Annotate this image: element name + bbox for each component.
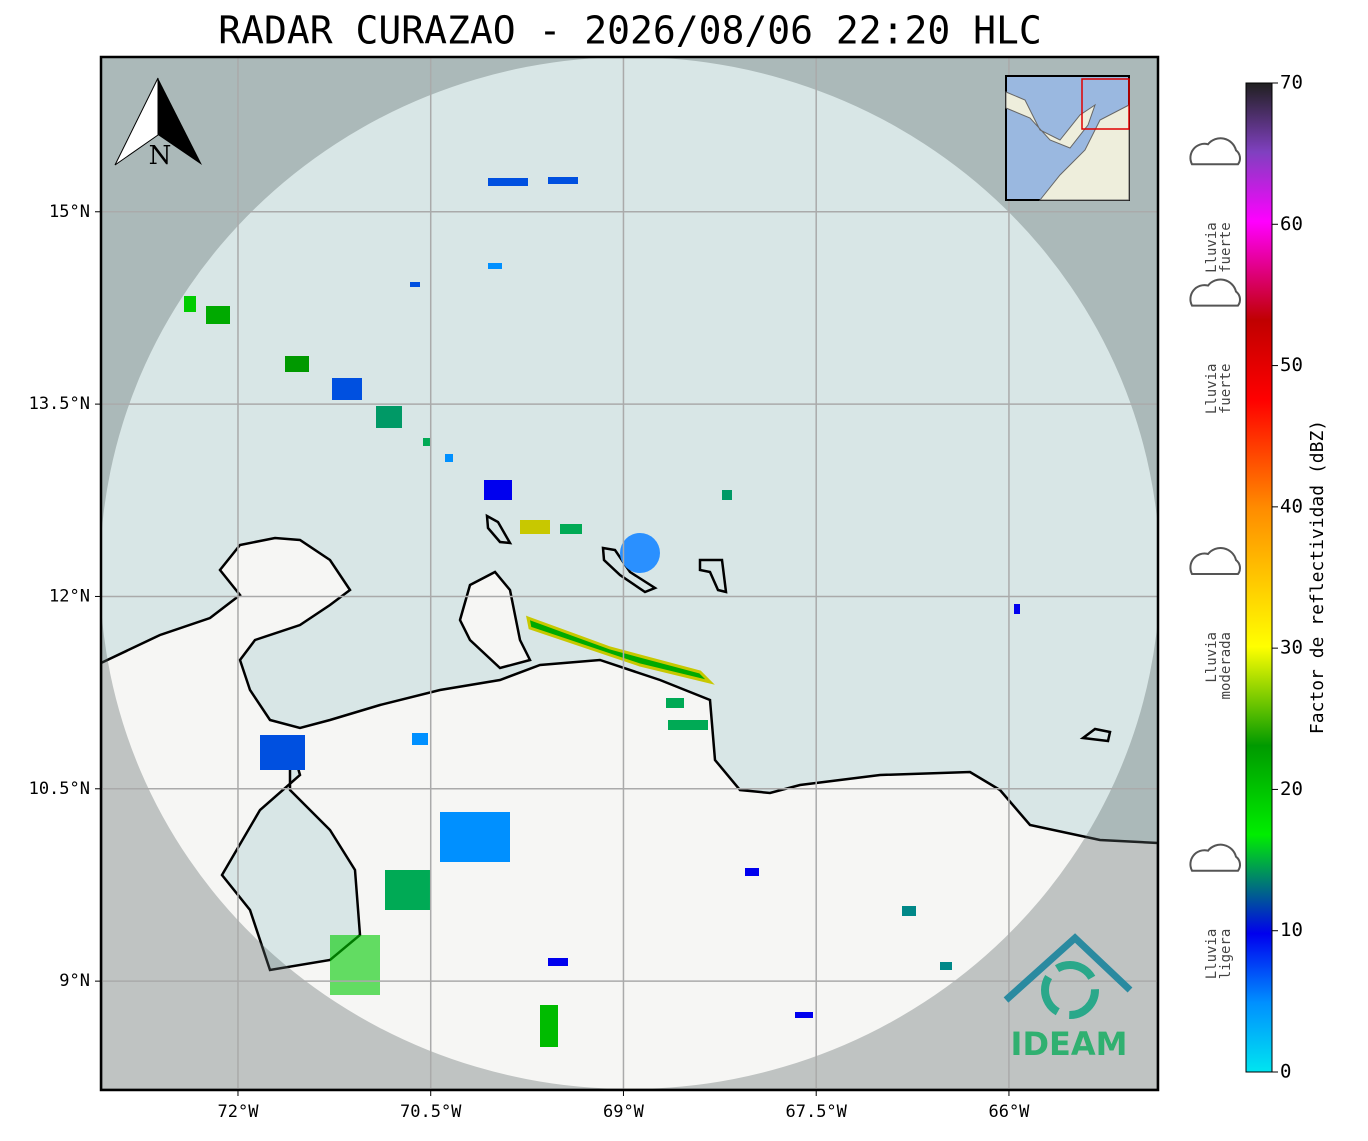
- title: RADAR CURAZAO - 2026/08/06 22:20 HLC: [218, 9, 1042, 53]
- aruba: [485, 513, 513, 545]
- bonaire: [698, 558, 728, 594]
- ideam-logo: IDEAM: [1003, 933, 1133, 1063]
- y-tick-label: 15°N: [49, 202, 90, 222]
- colorbar-tick-label: 60: [1280, 213, 1303, 235]
- lake-maracaibo: [220, 739, 362, 972]
- north-label: N: [149, 141, 172, 171]
- north-arrow: N: [114, 77, 202, 171]
- colorbar-label: Factor de reflectividad (dBZ): [1307, 420, 1328, 734]
- legend-label: ligera: [1218, 929, 1234, 980]
- grid: [101, 57, 1158, 1090]
- colorbar-tick-label: 50: [1280, 354, 1303, 376]
- legend-label: Lluvia: [1204, 632, 1220, 683]
- frame: [99, 55, 1160, 1092]
- x-tick-label: 70.5°W: [400, 1102, 462, 1122]
- x-tick-label: 67.5°W: [785, 1102, 847, 1122]
- curacao: [601, 546, 658, 594]
- legend-label: Lluvia: [1204, 929, 1220, 980]
- colorbar-tick-label: 40: [1280, 495, 1303, 517]
- colorbar-tick-label: 0: [1280, 1061, 1291, 1083]
- legend-label: Lluvia: [1204, 364, 1220, 415]
- y-tick-label: 9°N: [59, 971, 90, 991]
- y-tick-label: 13.5°N: [29, 394, 90, 414]
- y-tick-label: 10.5°N: [29, 779, 90, 799]
- x-tick-label: 66°W: [988, 1102, 1030, 1122]
- cloud-icon: [1189, 547, 1241, 576]
- colorbar: [1245, 82, 1273, 1073]
- legend-label: fuerte: [1218, 364, 1234, 415]
- legend-label: Lluvia: [1204, 222, 1220, 273]
- x-tick-label: 69°W: [603, 1102, 645, 1122]
- x-tick-label: 72°W: [217, 1102, 259, 1122]
- logo-text: IDEAM: [1011, 1025, 1128, 1063]
- radar-echoes: [184, 177, 1020, 1047]
- legend-label: moderada: [1218, 632, 1234, 699]
- colorbar-tick-label: 20: [1280, 778, 1303, 800]
- y-tick-label: 12°N: [49, 586, 90, 606]
- cloud-icon: [1189, 278, 1241, 307]
- inset-map: [1005, 75, 1130, 201]
- cloud-icon: [1189, 137, 1241, 166]
- cloud-icon: [1189, 843, 1241, 872]
- colorbar-tick-label: 70: [1280, 72, 1303, 94]
- island: [1079, 727, 1112, 743]
- colorbar-tick-label: 10: [1280, 919, 1303, 941]
- colorbar-tick-label: 30: [1280, 637, 1303, 659]
- map-area: [101, 57, 1158, 1090]
